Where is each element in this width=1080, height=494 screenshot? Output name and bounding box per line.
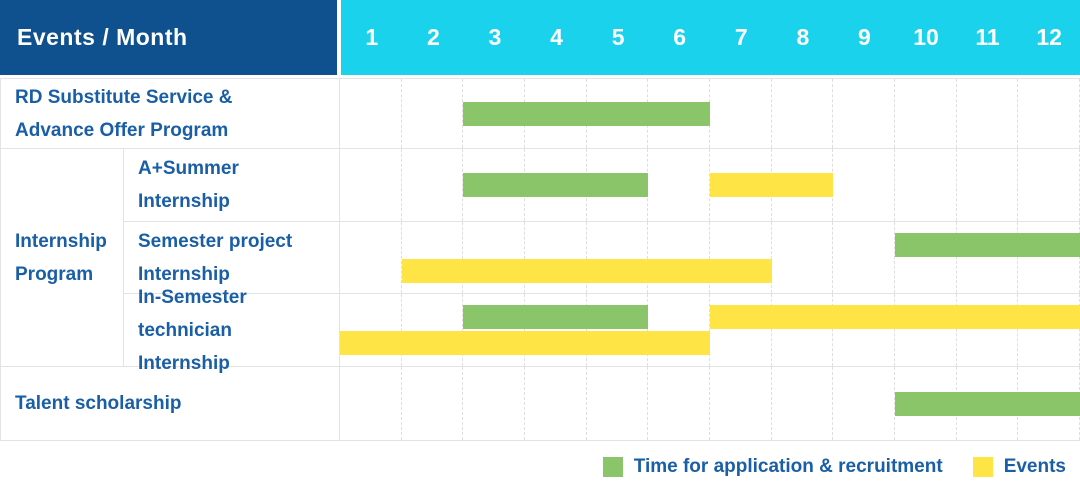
month-label: 12	[1036, 24, 1062, 50]
month-grid-column	[833, 294, 896, 366]
month-grid-column	[525, 294, 587, 366]
month-grid-column	[833, 367, 896, 440]
month-grid-column	[340, 79, 402, 148]
month-grid-column	[772, 222, 834, 293]
table-row-rd-substitute: RD Substitute Service & Advance Offer Pr…	[1, 79, 1080, 148]
table-row-in-semester: In-Semester technician Internship	[124, 287, 1080, 374]
month-grid-column	[648, 222, 711, 293]
month-grid-column	[525, 367, 587, 440]
month-grid-column	[895, 294, 957, 366]
month-label: 10	[913, 24, 939, 50]
month-grid-column	[402, 294, 464, 366]
row-label: Semester project Internship	[124, 222, 340, 293]
month-label: 5	[611, 24, 625, 50]
gantt-bar-yellow	[340, 331, 710, 356]
month-grid-column	[402, 367, 464, 440]
month-grid-column	[340, 222, 402, 293]
month-grid-column	[957, 294, 1019, 366]
month-grid-column	[340, 367, 402, 440]
gantt-bar-green	[895, 391, 1080, 416]
yellow-swatch-icon	[972, 457, 993, 477]
month-grid-column	[957, 149, 1019, 221]
row-chart-area	[340, 149, 1080, 221]
month-grid-column	[710, 79, 772, 148]
month-label: 1	[365, 24, 379, 50]
header-divider	[337, 0, 341, 75]
month-grid-column	[957, 222, 1019, 293]
gantt-bar-yellow	[710, 304, 1080, 329]
month-label: 6	[673, 24, 687, 50]
month-grid-column	[402, 222, 464, 293]
gantt-bar-green	[463, 173, 649, 197]
month-grid-column	[463, 294, 526, 366]
month-grid-column	[340, 149, 402, 221]
legend-item-application: Time for application & recruitment	[602, 456, 943, 478]
month-grid-column	[1018, 149, 1080, 221]
month-grid-column	[772, 294, 834, 366]
month-grid-column	[895, 222, 957, 293]
row-label: In-Semester technician Internship	[124, 287, 340, 374]
row-chart-area	[340, 367, 1080, 440]
legend-label: Events	[1003, 456, 1066, 477]
month-grid-column	[833, 222, 896, 293]
month-grid-column	[648, 367, 711, 440]
month-grid-column	[895, 149, 957, 221]
month-grid-column	[340, 294, 402, 366]
month-grid-column	[833, 149, 896, 221]
month-grid-column	[710, 367, 772, 440]
month-grid-column	[402, 79, 464, 148]
table-row-talent-scholarship: Talent scholarship	[1, 366, 1080, 440]
month-grid-column	[587, 294, 649, 366]
internship-program-group: Internship Program A+Summer Internship S…	[1, 148, 1080, 374]
row-label: Talent scholarship	[1, 367, 340, 440]
month-grid-column	[957, 79, 1019, 148]
month-label: 11	[975, 24, 1000, 50]
gantt-bar-green	[463, 101, 710, 126]
month-grid-column	[587, 222, 649, 293]
month-grid-column	[648, 149, 711, 221]
month-label: 7	[734, 24, 748, 50]
month-label: 8	[796, 24, 810, 50]
month-label: 2	[426, 24, 440, 50]
events-month-header-cell: Events / Month	[0, 0, 337, 75]
row-chart-area	[340, 294, 1080, 366]
table-row-a-summer: A+Summer Internship	[124, 149, 1080, 221]
group-label: Internship Program	[1, 149, 124, 366]
month-grid-column	[463, 222, 526, 293]
month-grid-column	[525, 222, 587, 293]
month-grid-column	[402, 149, 464, 221]
gantt-bar-green	[463, 304, 649, 329]
internship-program-subrows: A+Summer Internship Semester project Int…	[124, 149, 1080, 374]
green-swatch-icon	[602, 457, 623, 477]
gantt-bar-yellow	[401, 258, 772, 283]
legend-label: Time for application & recruitment	[633, 456, 943, 477]
row-label: RD Substitute Service & Advance Offer Pr…	[1, 79, 340, 148]
month-grid-column	[772, 367, 834, 440]
month-label: 4	[550, 24, 563, 50]
table-header: Events / Month 1 2 3 4 5 6 7 8 9 10 11 12	[0, 0, 1080, 75]
gantt-bar-green	[895, 232, 1080, 257]
row-label: A+Summer Internship	[124, 149, 340, 221]
month-grid-column	[895, 79, 957, 148]
month-grid-column	[710, 222, 772, 293]
month-grid-column	[710, 294, 772, 366]
month-grid-column	[772, 79, 834, 148]
row-chart-area	[340, 222, 1080, 293]
gantt-body: RD Substitute Service & Advance Offer Pr…	[0, 78, 1080, 441]
legend-item-events: Events	[972, 456, 1066, 478]
legend: Time for application & recruitment Event…	[0, 441, 1080, 493]
month-grid-column	[833, 79, 896, 148]
month-grid-column	[1018, 79, 1080, 148]
month-header-row: 1 2 3 4 5 6 7 8 9 10 11 12	[341, 0, 1080, 75]
month-grid-column	[587, 367, 649, 440]
month-grid-column	[648, 294, 711, 366]
row-chart-area	[340, 79, 1080, 148]
month-label: 3	[488, 24, 502, 50]
month-label: 9	[858, 24, 871, 50]
month-grid-column	[463, 367, 526, 440]
gantt-bar-yellow	[710, 173, 834, 197]
